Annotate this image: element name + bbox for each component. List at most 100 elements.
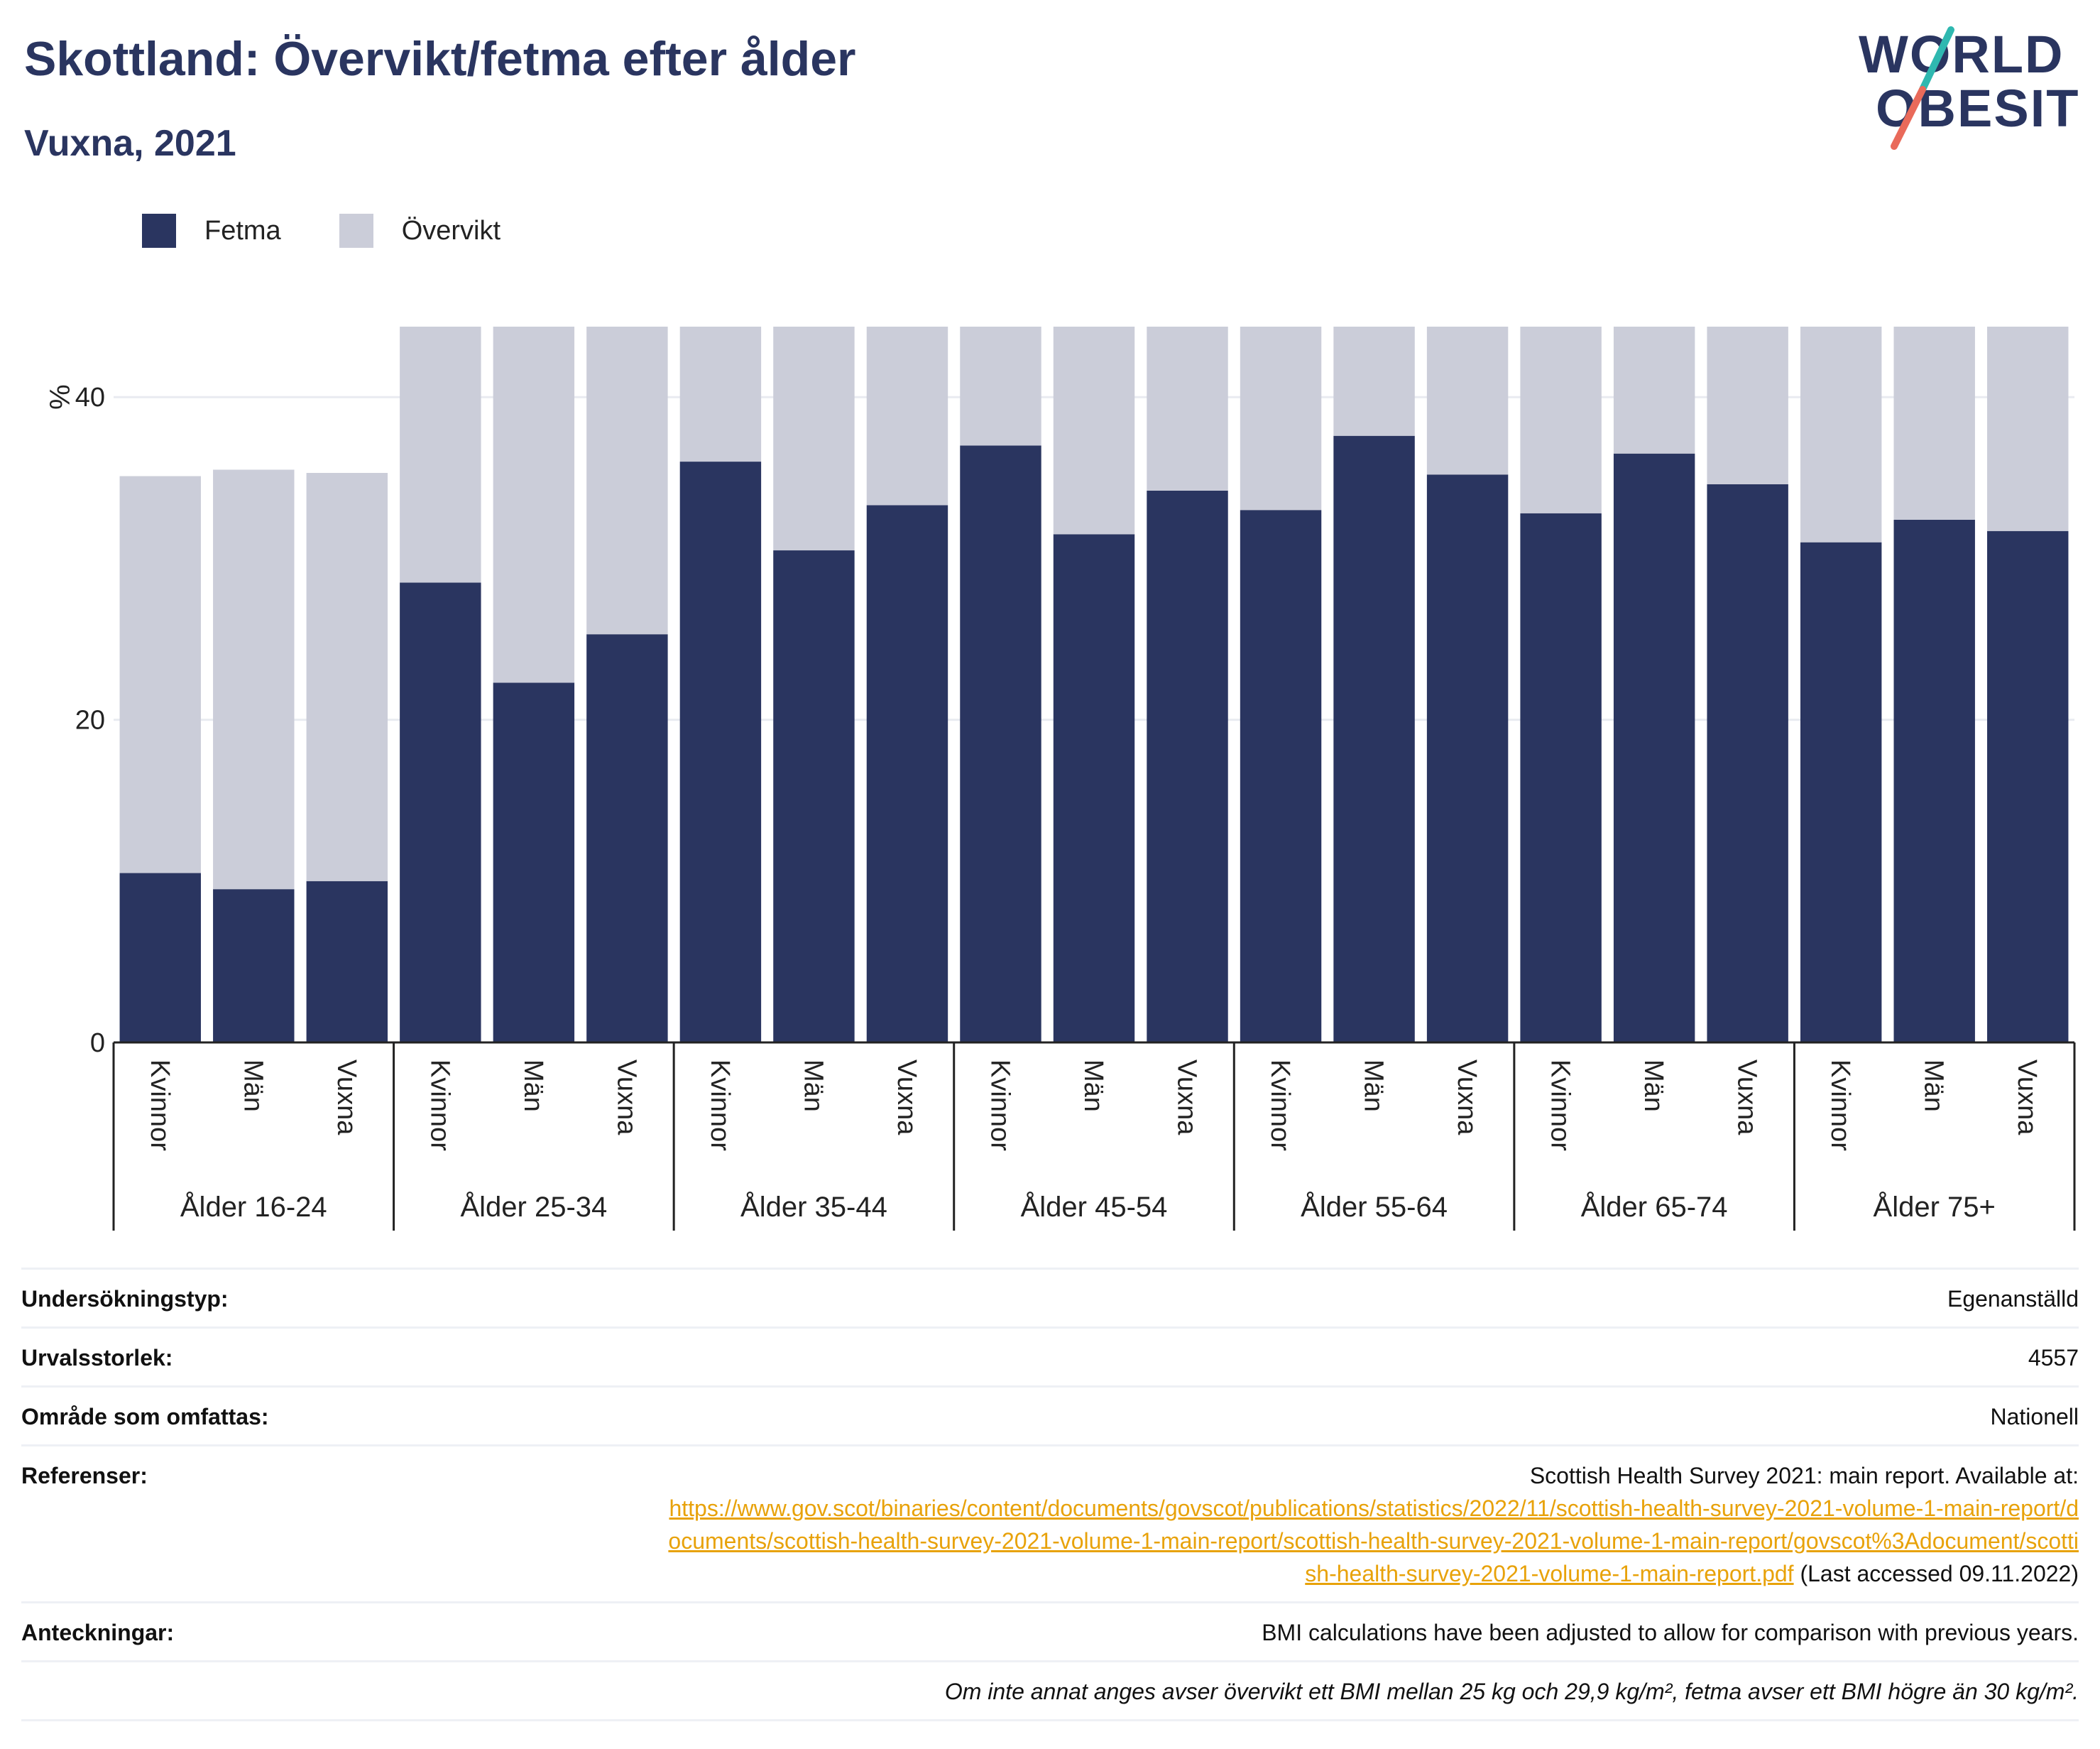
chart-legend: Fetma Övervikt xyxy=(142,213,559,249)
survey-metadata-table: Undersökningstyp: Egenanställd Urvalssto… xyxy=(21,1268,2079,1721)
page-subtitle: Vuxna, 2021 xyxy=(24,123,236,164)
bar-overvikt xyxy=(1613,327,1695,454)
group-label: Ålder 45-54 xyxy=(1021,1191,1168,1223)
x-tick-label: Män xyxy=(1078,1059,1108,1112)
legend-item-overvikt[interactable]: Övervikt xyxy=(339,214,501,248)
bar-overvikt xyxy=(773,327,855,551)
bar-overvikt xyxy=(1147,327,1228,491)
bar-overvikt xyxy=(586,327,668,635)
bar-fetma xyxy=(1147,490,1228,1042)
bar-fetma xyxy=(119,873,201,1042)
y-tick-label: 40 xyxy=(75,383,105,413)
bar-fetma xyxy=(1613,453,1695,1042)
logo-slash-red xyxy=(1891,86,1926,150)
meta-label: Område som omfattas: xyxy=(21,1404,269,1429)
meta-value: 4557 xyxy=(2028,1345,2079,1371)
group-label: Ålder 25-34 xyxy=(460,1191,607,1223)
bar-overvikt xyxy=(1240,327,1322,511)
legend-label-fetma: Fetma xyxy=(204,215,281,246)
x-tick-label: Män xyxy=(798,1059,828,1112)
x-tick-label: Män xyxy=(1639,1059,1668,1112)
bar-overvikt xyxy=(400,327,481,583)
bar-fetma xyxy=(213,889,295,1042)
x-tick-label: Vuxna xyxy=(1732,1059,1762,1135)
group-label: Ålder 75+ xyxy=(1874,1191,1996,1223)
bar-overvikt xyxy=(1333,327,1415,436)
bar-fetma xyxy=(1520,513,1602,1042)
x-tick-label: Vuxna xyxy=(2012,1059,2042,1135)
x-tick-label: Män xyxy=(238,1059,268,1112)
bar-overvikt xyxy=(1893,327,1975,520)
bar-fetma xyxy=(1426,474,1509,1042)
meta-row-references: Referenser: Scottish Health Survey 2021:… xyxy=(21,1444,2079,1601)
x-tick-label: Kvinnor xyxy=(1265,1059,1295,1151)
bar-overvikt xyxy=(1426,327,1509,475)
x-tick-label: Kvinnor xyxy=(1825,1059,1855,1151)
x-tick-label: Kvinnor xyxy=(425,1059,454,1151)
y-axis-label: % xyxy=(43,384,75,410)
bar-overvikt xyxy=(1520,327,1602,513)
logo-text-world: WORLD xyxy=(1859,25,2065,84)
bar-fetma xyxy=(1707,484,1788,1042)
bar-overvikt xyxy=(493,327,575,683)
bar-fetma xyxy=(306,881,388,1042)
references-suffix: (Last accessed 09.11.2022) xyxy=(1793,1561,2079,1586)
y-tick-label: 20 xyxy=(75,706,105,736)
x-tick-label: Kvinnor xyxy=(145,1059,175,1151)
x-tick-label: Vuxna xyxy=(1172,1059,1202,1135)
x-tick-label: Vuxna xyxy=(1452,1059,1482,1135)
bar-overvikt xyxy=(306,472,388,881)
x-tick-label: Vuxna xyxy=(892,1059,922,1135)
x-tick-label: Män xyxy=(1919,1059,1949,1112)
legend-item-fetma[interactable]: Fetma xyxy=(142,214,281,248)
meta-value: BMI calculations have been adjusted to a… xyxy=(1262,1620,2079,1645)
logo-slash-teal xyxy=(1919,26,1954,93)
page-title: Skottland: Övervikt/fetma efter ålder xyxy=(24,32,856,86)
legend-label-overvikt: Övervikt xyxy=(401,215,501,246)
group-label: Ålder 16-24 xyxy=(180,1191,327,1223)
bar-fetma xyxy=(679,462,762,1042)
x-tick-label: Kvinnor xyxy=(1546,1059,1575,1151)
meta-label: Undersökningstyp: xyxy=(21,1286,229,1312)
bar-fetma xyxy=(400,582,481,1042)
y-tick-label: 0 xyxy=(90,1028,105,1058)
legend-swatch-fetma xyxy=(142,214,176,248)
references-link[interactable]: https://www.gov.scot/binaries/content/do… xyxy=(668,1495,2079,1586)
bar-overvikt xyxy=(1053,327,1135,535)
bar-overvikt xyxy=(1987,327,2069,531)
bar-fetma xyxy=(1240,510,1322,1042)
bar-fetma xyxy=(586,634,668,1042)
bar-fetma xyxy=(1333,435,1415,1042)
meta-label: Anteckningar: xyxy=(21,1620,175,1645)
meta-row-footnote: Om inte annat anges avser övervikt ett B… xyxy=(21,1660,2079,1721)
bar-overvikt xyxy=(213,469,295,890)
x-tick-label: Män xyxy=(518,1059,548,1112)
references-text: Scottish Health Survey 2021: main report… xyxy=(1529,1463,2079,1488)
meta-row-notes: Anteckningar: BMI calculations have been… xyxy=(21,1601,2079,1660)
legend-swatch-overvikt xyxy=(339,214,373,248)
meta-value: Egenanställd xyxy=(1947,1286,2079,1312)
bar-fetma xyxy=(1893,519,1975,1042)
bar-fetma xyxy=(1987,530,2069,1042)
meta-row-area: Område som omfattas: Nationell xyxy=(21,1385,2079,1444)
bar-overvikt xyxy=(1707,327,1788,484)
meta-label: Urvalsstorlek: xyxy=(21,1345,173,1371)
meta-label: Referenser: xyxy=(21,1463,148,1488)
bar-overvikt xyxy=(1800,327,1882,543)
group-label: Ålder 35-44 xyxy=(740,1191,887,1223)
meta-row-sample-size: Urvalsstorlek: 4557 xyxy=(21,1326,2079,1385)
bar-fetma xyxy=(773,550,855,1042)
references-value: Scottish Health Survey 2021: main report… xyxy=(659,1459,2079,1590)
bar-fetma xyxy=(866,505,948,1042)
stacked-bar-chart: 020406080%KvinnorMänVuxnaKvinnorMänVuxna… xyxy=(43,327,2076,1231)
meta-row-survey-type: Undersökningstyp: Egenanställd xyxy=(21,1268,2079,1326)
x-tick-label: Kvinnor xyxy=(705,1059,735,1151)
bar-overvikt xyxy=(866,327,948,506)
bar-fetma xyxy=(1053,534,1135,1042)
x-tick-label: Kvinnor xyxy=(985,1059,1015,1151)
x-tick-label: Män xyxy=(1359,1059,1389,1112)
bar-overvikt xyxy=(960,327,1041,446)
x-tick-label: Vuxna xyxy=(332,1059,361,1135)
world-obesity-logo: WORLD OBESITY xyxy=(1859,25,2080,150)
group-label: Ålder 65-74 xyxy=(1581,1191,1728,1223)
